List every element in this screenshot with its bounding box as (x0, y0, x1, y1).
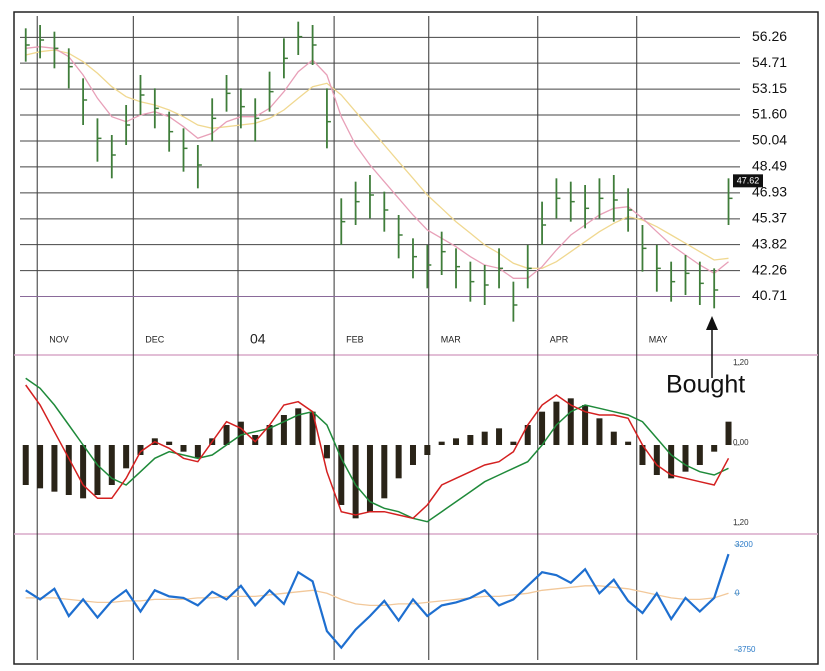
histogram-bar (166, 441, 173, 445)
histogram-bar (610, 431, 617, 445)
histogram-bar (682, 445, 689, 472)
y-tick-label: 0 (735, 588, 740, 597)
y-tick-label: 48.49 (752, 158, 787, 174)
x-tick-label: DEC (145, 334, 165, 344)
histogram-bar (438, 441, 445, 445)
x-tick-label: FEB (346, 334, 364, 344)
histogram-bar (524, 425, 531, 445)
histogram-bar (467, 435, 474, 445)
histogram-bar (668, 445, 675, 479)
x-tick-label: APR (550, 334, 569, 344)
histogram-bar (94, 445, 101, 495)
histogram-bar (639, 445, 646, 465)
histogram-bar (22, 445, 29, 485)
histogram-bar (237, 421, 244, 445)
histogram-bar (80, 445, 87, 499)
histogram-bar (323, 445, 330, 459)
line (25, 384, 730, 520)
histogram-bar (567, 398, 574, 445)
y-tick-label: 46.93 (752, 184, 787, 200)
y-tick-label: 1.20 (733, 518, 749, 527)
x-tick-label: 04 (250, 331, 266, 347)
histogram-bar (653, 445, 660, 475)
histogram-bar (696, 445, 703, 465)
histogram-bar (280, 415, 287, 445)
histogram-bar (295, 408, 302, 445)
histogram-bar (51, 445, 58, 492)
histogram-bar (409, 445, 416, 465)
frame (13, 11, 819, 665)
y-tick-label: 50.04 (752, 132, 787, 148)
x-tick-label: MAY (649, 334, 668, 344)
arrow-head (706, 316, 718, 330)
line (25, 553, 730, 650)
y-tick-label: 1.20 (733, 358, 749, 367)
histogram-bar (553, 401, 560, 445)
histogram-bar (338, 445, 345, 505)
line (25, 49, 729, 269)
histogram-bar (395, 445, 402, 479)
y-tick-label: 3200 (735, 540, 753, 549)
histogram-bar (194, 445, 201, 459)
histogram-bar (453, 438, 460, 445)
histogram-bar (582, 405, 589, 445)
y-tick-label: 56.26 (752, 28, 787, 44)
histogram-bar (711, 445, 718, 452)
histogram-bar (137, 445, 144, 455)
y-tick-label: 43.82 (752, 235, 787, 251)
y-tick-label: 0.00 (733, 438, 749, 447)
x-tick-label: NOV (49, 334, 69, 344)
line (25, 46, 729, 279)
line (25, 377, 729, 523)
y-tick-label: 53.15 (752, 80, 787, 96)
y-tick-label: 51.60 (752, 106, 787, 122)
histogram-bar (223, 425, 230, 445)
histogram-bar (510, 441, 517, 445)
y-tick-label: 40.71 (752, 287, 787, 303)
histogram-bar (37, 445, 44, 489)
histogram-bar (252, 435, 259, 445)
histogram-bar (180, 445, 187, 452)
histogram-bar (352, 445, 359, 519)
histogram-bar (123, 445, 130, 469)
y-tick-label: 42.26 (752, 261, 787, 277)
histogram-bar (381, 445, 388, 499)
histogram-bar (725, 421, 732, 445)
y-tick-label: 54.71 (752, 54, 787, 70)
histogram-bar (266, 425, 273, 445)
y-tick-label: -3750 (735, 645, 756, 654)
histogram-bar (108, 445, 115, 485)
histogram-bar (65, 445, 72, 495)
histogram-bar (481, 431, 488, 445)
y-tick-label: 45.37 (752, 210, 787, 226)
annotation: Bought (666, 371, 745, 399)
price-badge (733, 174, 763, 188)
histogram-bar (496, 428, 503, 445)
price-badge-label: 47.62 (737, 176, 760, 186)
histogram-bar (309, 411, 316, 445)
x-tick-label: MAR (441, 334, 462, 344)
histogram-bar (539, 411, 546, 445)
histogram-bar (596, 418, 603, 445)
histogram-bar (424, 445, 431, 455)
histogram-bar (625, 441, 632, 445)
histogram-bar (366, 445, 373, 512)
line (25, 585, 729, 607)
